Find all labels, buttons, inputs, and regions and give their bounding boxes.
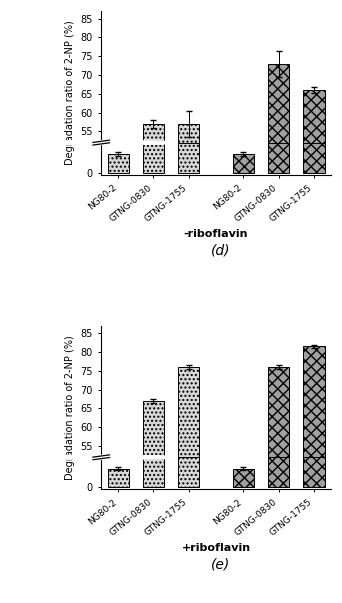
FancyBboxPatch shape bbox=[23, 455, 170, 460]
Bar bbox=[233, 469, 254, 487]
Bar bbox=[143, 124, 164, 143]
Bar bbox=[268, 367, 289, 457]
Bar bbox=[268, 143, 289, 172]
Bar bbox=[178, 457, 199, 487]
X-axis label: -riboflavin: -riboflavin bbox=[184, 229, 248, 239]
Bar bbox=[303, 90, 325, 143]
Y-axis label: Degradation ratio of 2-NP (%): Degradation ratio of 2-NP (%) bbox=[65, 21, 75, 165]
Bar bbox=[108, 154, 129, 172]
Bar bbox=[143, 401, 164, 457]
Bar bbox=[143, 143, 164, 172]
Bar bbox=[108, 469, 129, 487]
FancyBboxPatch shape bbox=[23, 140, 170, 145]
Text: (d): (d) bbox=[211, 243, 231, 257]
Bar bbox=[303, 457, 325, 487]
Bar bbox=[143, 457, 164, 487]
Bar bbox=[178, 124, 199, 143]
Bar bbox=[233, 154, 254, 172]
X-axis label: +riboflavin: +riboflavin bbox=[182, 543, 251, 554]
Bar bbox=[178, 143, 199, 172]
Bar bbox=[178, 367, 199, 457]
Bar bbox=[303, 347, 325, 457]
Bar bbox=[303, 143, 325, 172]
Bar bbox=[268, 457, 289, 487]
Text: (e): (e) bbox=[211, 558, 230, 572]
Bar bbox=[268, 64, 289, 143]
Y-axis label: Degradation ratio of 2-NP (%): Degradation ratio of 2-NP (%) bbox=[65, 335, 75, 480]
